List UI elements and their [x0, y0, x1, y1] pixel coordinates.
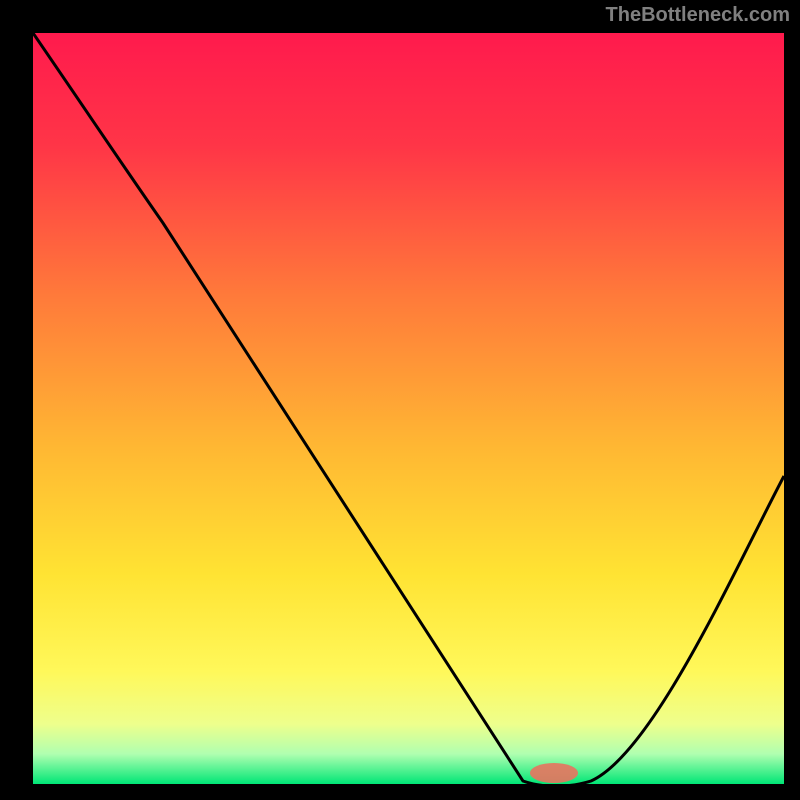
bottleneck-chart	[33, 33, 784, 784]
plot-background	[33, 33, 784, 784]
optimal-marker	[530, 763, 578, 783]
watermark-text: TheBottleneck.com	[606, 4, 790, 27]
